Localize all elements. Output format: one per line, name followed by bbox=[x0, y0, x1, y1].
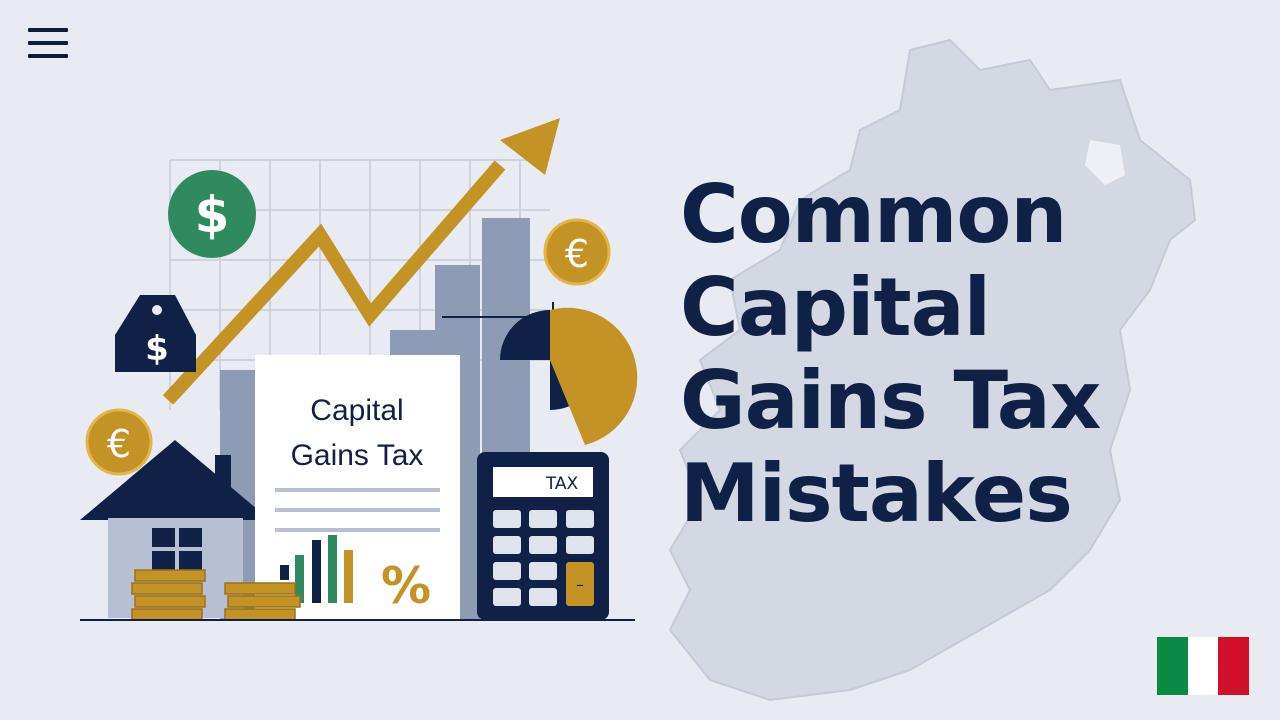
document-icon bbox=[255, 355, 460, 620]
capital-gains-illustration: $ € € $ Capital Gains Tax % TAX – bbox=[80, 118, 638, 621]
euro-coin-icon bbox=[85, 408, 153, 476]
title-line: Capital bbox=[680, 261, 991, 354]
hamburger-line bbox=[28, 41, 68, 45]
document-title-line-2: Gains Tax bbox=[291, 439, 424, 472]
ireland-map-illustration bbox=[668, 38, 1197, 702]
hamburger-menu-button[interactable] bbox=[26, 24, 70, 62]
flag-stripe bbox=[1187, 637, 1219, 695]
calculator-minus: – bbox=[576, 575, 584, 594]
dollar-symbol: $ bbox=[195, 186, 230, 244]
coin-stacks bbox=[131, 569, 301, 621]
page-title: Common Capital Gains Tax Mistakes bbox=[680, 168, 1101, 540]
flag-stripe bbox=[1218, 637, 1250, 695]
calculator-label: TAX bbox=[545, 474, 579, 494]
document-title-line-1: Capital bbox=[310, 394, 403, 427]
percent-symbol: % bbox=[381, 557, 431, 615]
euro-symbol: € bbox=[565, 232, 589, 276]
money-bag-dollar: $ bbox=[145, 329, 169, 369]
title-line: Common bbox=[680, 168, 1067, 261]
euro-symbol: € bbox=[107, 422, 131, 466]
arrow-head bbox=[500, 118, 560, 175]
rising-arrow bbox=[162, 160, 506, 405]
title-line: Mistakes bbox=[680, 447, 1073, 540]
hamburger-menu-icon bbox=[28, 28, 68, 32]
hamburger-line bbox=[28, 54, 68, 58]
euro-coin-icon bbox=[543, 218, 611, 286]
italy-flag-icon bbox=[1157, 637, 1188, 695]
money-bag-icon bbox=[115, 295, 196, 372]
dollar-coin-icon bbox=[168, 170, 256, 258]
title-line: Gains Tax bbox=[680, 354, 1101, 447]
language-selector-button[interactable] bbox=[1157, 637, 1250, 695]
